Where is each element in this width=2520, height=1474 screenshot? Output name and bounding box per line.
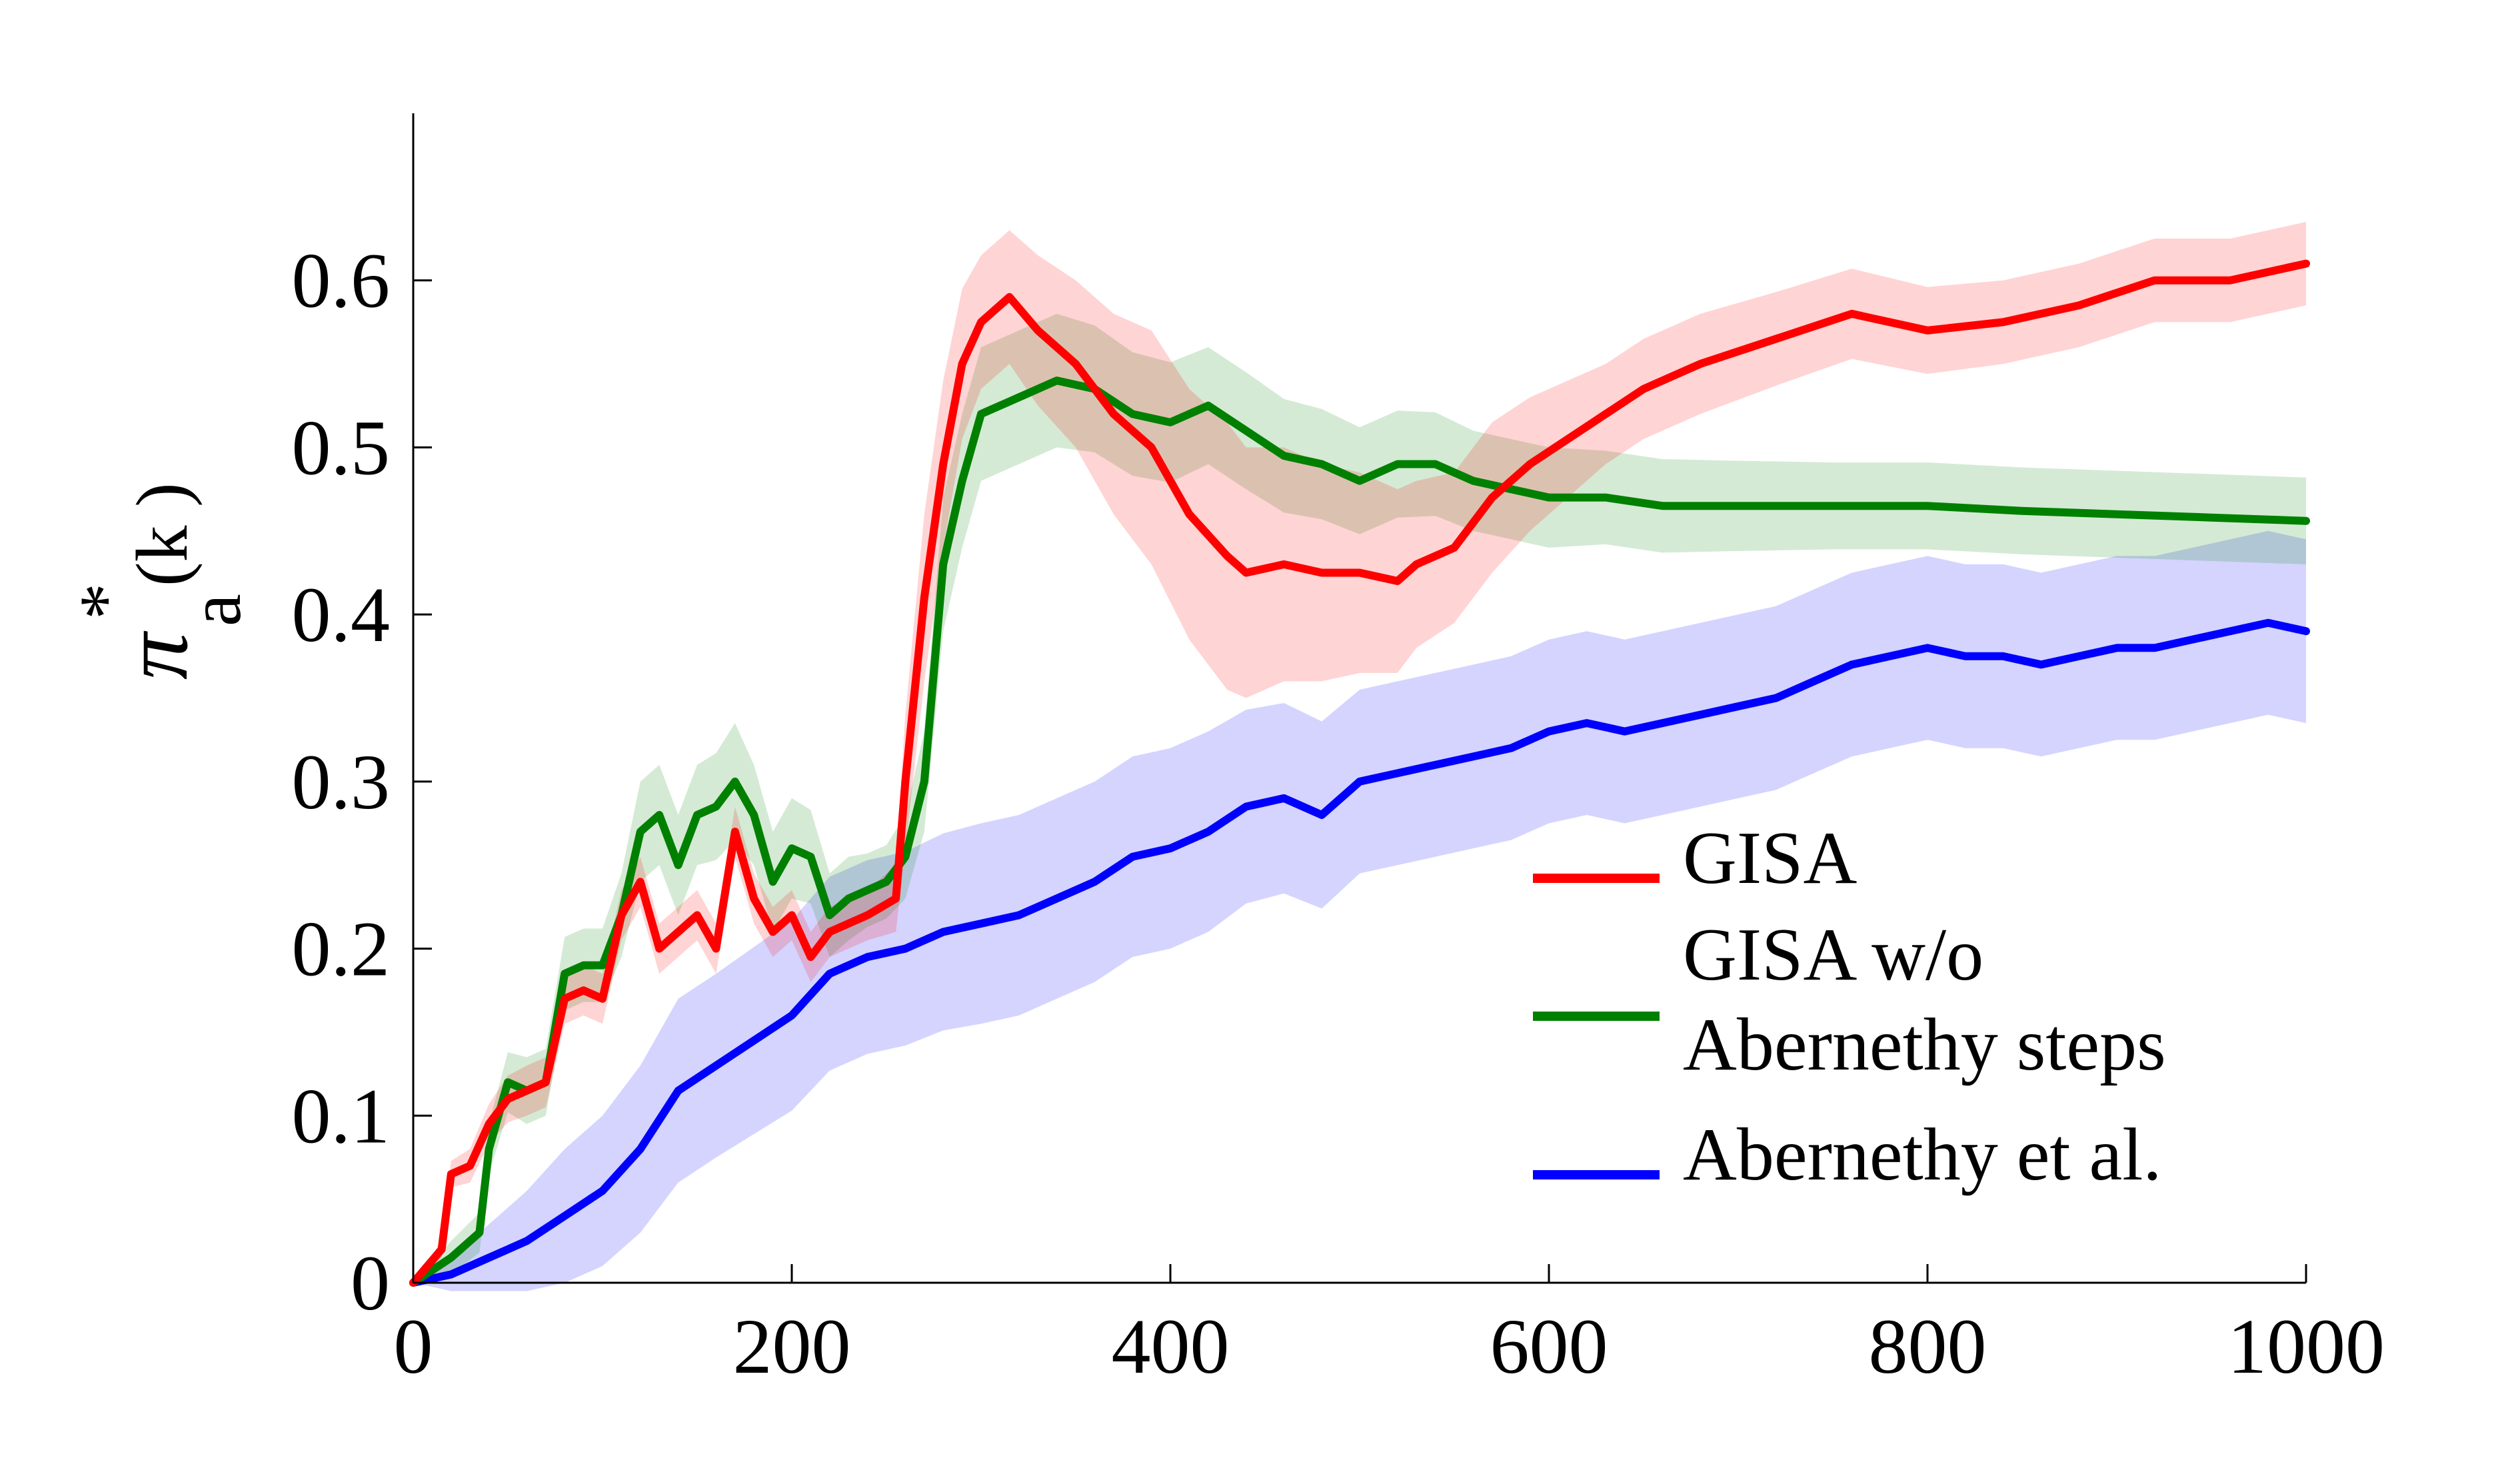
confidence-bands: [413, 222, 2306, 1291]
y-axis-label-base: π: [104, 630, 207, 680]
series-lines: [409, 259, 2310, 1287]
x-tick-label: 200: [733, 1303, 851, 1390]
legend-label: GISA: [1683, 817, 1857, 900]
y-axis-label: π * a (k ): [65, 482, 256, 680]
x-tick-label: 0: [394, 1303, 433, 1390]
y-tick-label: 0.2: [292, 906, 391, 993]
band-abernethy-et-al-: [413, 530, 2306, 1291]
axes: [412, 113, 2306, 1284]
band-gisa-w-o-abernethy-steps: [413, 313, 2306, 1283]
y-tick-label: 0.1: [292, 1072, 391, 1159]
x-tick-label: 600: [1490, 1303, 1608, 1390]
series-line-gisa-w-o-abernethy-steps: [409, 376, 2310, 1287]
legend-label: GISA w/o: [1683, 914, 1983, 996]
legend-label: Abernethy et al.: [1683, 1113, 2161, 1196]
x-tick-label: 1000: [2227, 1303, 2385, 1390]
y-axis-label-subscript: a: [175, 594, 256, 626]
y-axis-label-superscript: *: [65, 583, 146, 620]
y-tick-label: 0: [351, 1239, 390, 1327]
y-tick-label: 0.3: [292, 738, 391, 826]
y-ticks: 0 0.1 0.2 0.3 0.4 0.5 0.6: [292, 237, 432, 1327]
series-line-abernethy-et-al-: [409, 618, 2310, 1287]
y-tick-label: 0.6: [292, 237, 391, 325]
band-gisa: [413, 222, 2306, 1283]
y-axis-label-exponent: (k ): [121, 482, 203, 586]
legend-label: Abernethy steps: [1683, 1004, 2166, 1086]
x-tick-label: 800: [1869, 1303, 1987, 1390]
y-tick-label: 0.5: [292, 404, 391, 491]
y-tick-label: 0.4: [292, 571, 391, 658]
x-ticks: 0 200 400 600 800 1000: [394, 1264, 2385, 1390]
series-line-gisa: [409, 259, 2310, 1287]
x-tick-label: 400: [1112, 1303, 1230, 1390]
